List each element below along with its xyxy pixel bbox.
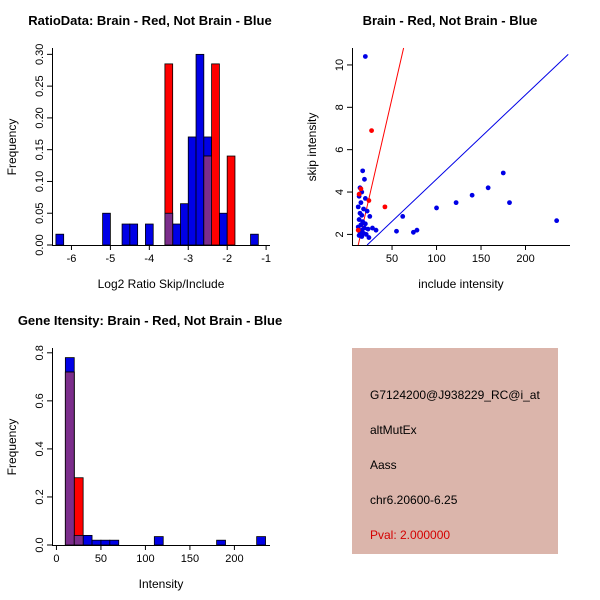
pval-text: Pval: 2.000000 [370,528,451,542]
svg-text:0.2: 0.2 [34,489,46,504]
svg-text:4: 4 [334,189,346,195]
svg-text:0.6: 0.6 [34,393,46,408]
ratio-histogram-ylabel: Frequency [5,118,19,176]
event-type-text: altMutEx [370,423,417,437]
svg-text:0: 0 [53,553,59,565]
gene-histogram-plot: 0 50 100 150 200 0.0 0.2 0.4 0.6 0.8 [34,345,270,565]
svg-text:0.05: 0.05 [34,203,46,224]
svg-text:0.0: 0.0 [34,537,46,552]
gene-symbol-text: Aass [370,458,397,472]
svg-text:50: 50 [95,553,107,565]
svg-text:0.8: 0.8 [34,345,46,360]
probe-id-text: G7124200@J938229_RC@i_at [370,388,540,402]
svg-text:-6: -6 [67,253,77,265]
svg-text:150: 150 [472,253,490,265]
svg-text:0.4: 0.4 [34,441,46,456]
svg-text:2: 2 [334,231,346,237]
panel-gene-info: G7124200@J938229_RC@i_at altMutEx Aass c… [300,300,600,600]
panel-ratio-histogram: RatioData: Brain - Red, Not Brain - Blue… [0,0,300,300]
scatter-plot: 50 100 150 200 2 4 6 8 10 [334,47,570,265]
svg-text:6: 6 [334,147,346,153]
svg-text:0.10: 0.10 [34,171,46,192]
gene-info-box: G7124200@J938229_RC@i_at altMutEx Aass c… [352,348,558,554]
scatter-ylabel: skip intensity [305,112,319,182]
gene-histogram-title: Gene Itensity: Brain - Red, Not Brain - … [17,313,283,328]
panel-gene-histogram: Gene Itensity: Brain - Red, Not Brain - … [0,300,300,600]
svg-text:200: 200 [225,553,243,565]
svg-text:-5: -5 [106,253,116,265]
svg-text:0.30: 0.30 [34,44,46,65]
svg-text:100: 100 [136,553,154,565]
ratio-histogram-plot: -6 -5 -4 -3 -2 -1 0.00 0.05 0.10 0.15 0.20 0.25 0.30 [34,44,271,265]
svg-text:0.25: 0.25 [34,75,46,96]
ratio-histogram-title: RatioData: Brain - Red, Not Brain - Blue [28,13,272,28]
svg-text:8: 8 [334,104,346,110]
svg-text:10: 10 [334,59,346,71]
svg-text:100: 100 [427,253,445,265]
ratio-histogram-xlabel: Log2 Ratio Skip/Include [97,277,225,291]
svg-text:-4: -4 [144,253,154,265]
svg-text:150: 150 [181,553,199,565]
chromosome-location-text: chr6.20600-6.25 [370,493,458,507]
panel-intensity-scatter: Brain - Red, Not Brain - Blue skip inten… [300,0,600,300]
svg-text:-2: -2 [222,253,232,265]
scatter-xlabel: include intensity [418,277,504,291]
svg-text:-1: -1 [261,253,271,265]
svg-text:0.00: 0.00 [34,234,46,255]
gene-histogram-xlabel: Intensity [138,577,184,591]
svg-text:50: 50 [386,253,398,265]
gene-histogram-ylabel: Frequency [5,418,19,476]
svg-text:200: 200 [516,253,534,265]
svg-text:0.15: 0.15 [34,139,46,160]
svg-text:0.20: 0.20 [34,107,46,128]
scatter-title: Brain - Red, Not Brain - Blue [362,13,538,28]
svg-text:-3: -3 [183,253,193,265]
